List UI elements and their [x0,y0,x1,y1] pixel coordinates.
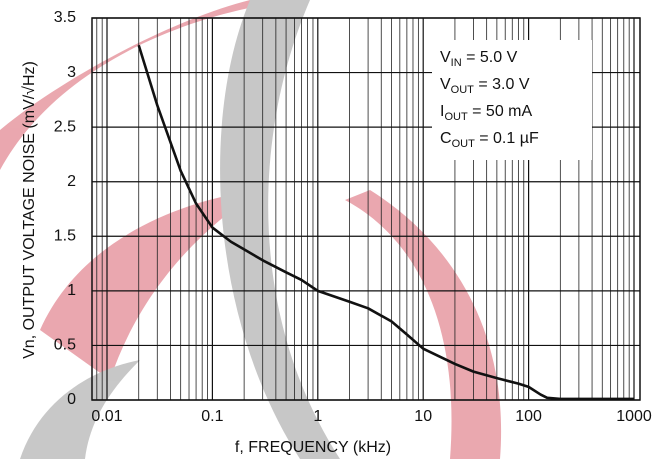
annotation-text: = 50 mA [468,103,533,120]
annotation: IOUT = 50 mA [440,103,532,123]
line [137,44,634,401]
y-tick-label: 1 [67,282,76,299]
y-tick-label: 2 [67,173,76,190]
annotation-box [432,40,592,160]
x-tick-label: 1 [313,408,322,425]
annotation-text: = 0.1 µF [475,130,539,147]
x-tick-label: 100 [515,408,542,425]
x-tick-label: 1000 [616,408,652,425]
annotation-symbol: V [440,49,451,66]
annotation-text: = 5.0 V [462,49,518,66]
annotation-sub: OUT [452,138,476,150]
y-tick-label: 2.5 [54,118,76,135]
y-tick-label: 3 [67,64,76,81]
y-axis-label: Vn, OUTPUT VOLTAGE NOISE (mV/√Hz) [21,61,38,359]
y-tick-label: 1.5 [54,228,76,245]
x-tick-label: 10 [414,408,432,425]
watermark [0,0,502,459]
x-axis-label: f, FREQUENCY (kHz) [235,439,391,456]
x-tick-label: 0.1 [201,408,223,425]
annotation-symbol: C [440,130,452,147]
y-tick-label: 0 [67,391,76,408]
x-tick-label: 0.01 [91,408,122,425]
annotation-symbol: I [440,103,444,120]
annotation: VIN = 5.0 V [440,49,518,69]
annotation-sub: OUT [451,84,475,96]
annotation-symbol: V [440,76,451,93]
y-tick-label: 3.5 [54,9,76,26]
annotation-sub: IN [451,57,462,69]
y-tick-label: 0.5 [54,337,76,354]
annotation-text: = 3.0 V [474,76,530,93]
annotation: COUT = 0.1 µF [440,130,539,150]
plot-frame [91,17,641,401]
annotation: VOUT = 3.0 V [440,76,530,96]
annotation-sub: OUT [444,111,468,123]
